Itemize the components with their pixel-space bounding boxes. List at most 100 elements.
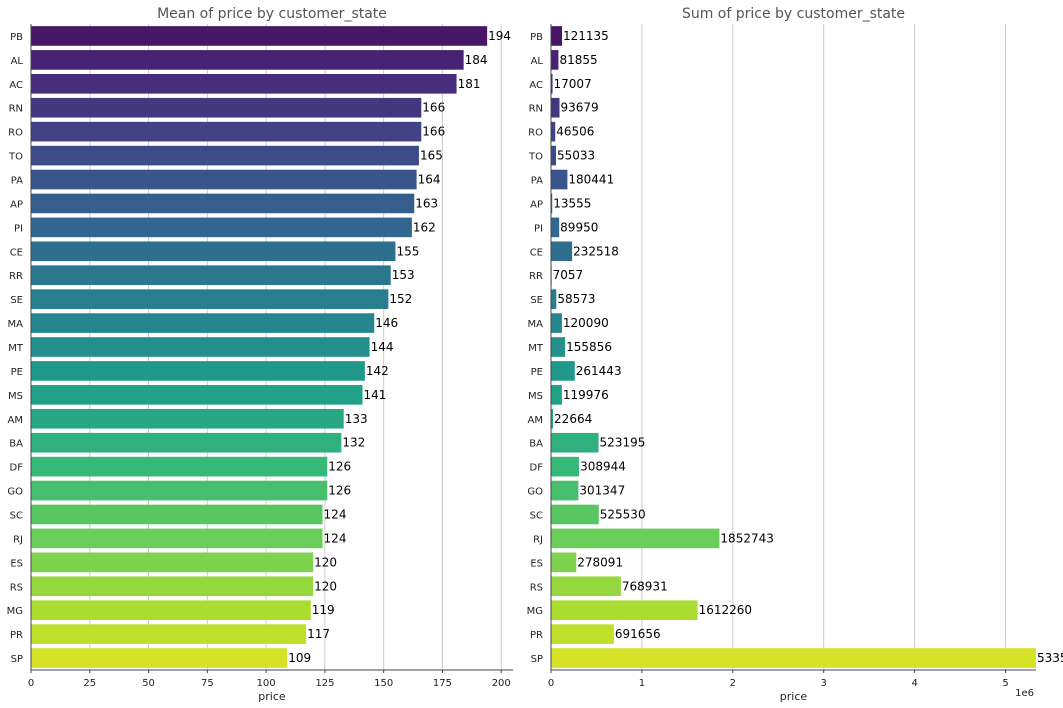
sum-price-category-tick: PI xyxy=(534,223,543,234)
mean-price-bar-pe xyxy=(31,361,365,381)
sum-price-value-label: 5335111 xyxy=(1037,651,1063,665)
sum-price-bar-pa xyxy=(551,169,568,190)
sum-price-category-tick: SP xyxy=(531,654,543,665)
sum-price-x-tick-label: 1 xyxy=(639,678,645,689)
sum-price-value-label: 308944 xyxy=(580,460,626,474)
sum-price-bar-mt xyxy=(551,337,566,357)
sum-price-value-label: 1852743 xyxy=(720,531,773,545)
sum-price-x-tick-label: 4 xyxy=(911,678,917,689)
mean-price-category-tick: SE xyxy=(10,295,23,306)
sum-price-category-tick: RR xyxy=(529,271,543,282)
sum-price-category-tick: TO xyxy=(528,152,543,163)
mean-price-bar-es xyxy=(31,552,314,573)
sum-price-bar-es xyxy=(551,552,577,573)
sum-price-category-tick: SE xyxy=(530,295,543,306)
mean-price-category-tick: PB xyxy=(10,32,23,43)
mean-price-bar-rs xyxy=(31,576,314,597)
sum-price-category-tick: ES xyxy=(530,558,543,569)
mean-price-x-tick-label: 150 xyxy=(374,678,393,689)
mean-price-category-tick: RN xyxy=(9,104,23,115)
mean-price-category-tick: MA xyxy=(8,319,24,330)
sum-price-category-tick: MG xyxy=(527,606,543,617)
mean-price-value-label: 166 xyxy=(422,125,445,139)
sum-price-value-label: 155856 xyxy=(566,340,612,354)
sum-price-bar-ro xyxy=(551,121,556,142)
mean-price-value-label: 166 xyxy=(422,101,445,115)
sum-price-value-label: 81855 xyxy=(559,53,597,67)
sum-price-value-label: 55033 xyxy=(557,149,595,163)
mean-price-category-tick: RO xyxy=(8,128,23,139)
mean-price-category-tick: PA xyxy=(11,176,23,187)
sum-price-value-label: 232518 xyxy=(573,244,619,258)
mean-price-category-tick: BA xyxy=(9,439,23,450)
sum-price-value-label: 17007 xyxy=(554,77,592,91)
sum-price-value-label: 278091 xyxy=(577,555,623,569)
mean-price-value-label: 120 xyxy=(314,555,337,569)
sum-price-category-tick: PB xyxy=(530,32,543,43)
sum-price-value-label: 121135 xyxy=(563,29,609,43)
mean-price-category-tick: AP xyxy=(10,199,23,210)
sum-price-category-tick: DF xyxy=(530,463,544,474)
mean-price-value-label: 152 xyxy=(389,292,412,306)
mean-price-bar-ro xyxy=(31,121,422,142)
sum-price-bar-ms xyxy=(551,385,562,405)
sum-price-value-label: 46506 xyxy=(556,125,594,139)
mean-price-panel: 194 PB 184 AL 181 AC 166 RN 166 RO 165 TO 164 PA 163 AP… xyxy=(7,6,513,703)
mean-price-value-label: 146 xyxy=(375,316,398,330)
sum-price-value-label: 691656 xyxy=(615,627,661,641)
mean-price-value-label: 142 xyxy=(366,364,389,378)
mean-price-value-label: 124 xyxy=(324,507,347,521)
sum-price-category-tick: RJ xyxy=(533,534,543,545)
mean-price-value-label: 165 xyxy=(420,149,443,163)
mean-price-value-label: 109 xyxy=(288,651,311,665)
mean-price-bar-go xyxy=(31,480,328,501)
mean-price-category-tick: ES xyxy=(10,558,23,569)
mean-price-category-tick: SP xyxy=(11,654,23,665)
mean-price-category-tick: CE xyxy=(10,247,23,258)
sum-price-bar-pe xyxy=(551,361,575,381)
mean-price-category-tick: DF xyxy=(10,463,24,474)
sum-price-value-label: 768931 xyxy=(622,579,668,593)
sum-price-category-tick: PR xyxy=(530,630,543,641)
mean-price-bar-rn xyxy=(31,97,422,118)
sum-price-bar-ce xyxy=(551,241,573,262)
mean-price-bar-ma xyxy=(31,313,375,333)
mean-price-value-label: 194 xyxy=(488,29,511,43)
sum-price-x-tick-label: 3 xyxy=(821,678,827,689)
sum-price-panel: 121135 PB 81855 AL 17007 AC 93679 RN 46506 RO 5503… xyxy=(527,6,1063,703)
sum-price-value-label: 13555 xyxy=(553,196,591,210)
sum-price-x-tick-label: 5 xyxy=(1002,678,1008,689)
sum-price-bar-rj xyxy=(551,528,720,549)
sum-price-bar-sc xyxy=(551,504,599,525)
mean-price-value-label: 184 xyxy=(465,53,488,67)
sum-price-value-label: 523195 xyxy=(600,436,646,450)
mean-price-category-tick: RJ xyxy=(13,534,23,545)
mean-price-x-tick-label: 25 xyxy=(83,678,96,689)
mean-price-value-label: 126 xyxy=(328,484,351,498)
sum-price-category-tick: AC xyxy=(529,80,543,91)
mean-price-bar-ac xyxy=(31,74,457,94)
mean-price-category-tick: MS xyxy=(8,391,23,402)
sum-price-value-label: 120090 xyxy=(563,316,609,330)
sum-price-bar-al xyxy=(551,50,559,70)
mean-price-category-tick: GO xyxy=(7,487,23,498)
mean-price-category-tick: PE xyxy=(11,367,23,378)
sum-price-value-label: 93679 xyxy=(561,101,599,115)
sum-price-value-label: 89950 xyxy=(560,220,598,234)
sum-price-category-tick: CE xyxy=(530,247,543,258)
mean-price-bar-se xyxy=(31,289,389,309)
mean-price-value-label: 153 xyxy=(392,268,415,282)
mean-price-value-label: 144 xyxy=(371,340,394,354)
sum-price-category-tick: GO xyxy=(527,487,543,498)
sum-price-x-axis-label: price xyxy=(780,690,808,703)
mean-price-bar-df xyxy=(31,456,328,477)
mean-price-bar-to xyxy=(31,145,419,166)
mean-price-value-label: 120 xyxy=(314,579,337,593)
sum-price-category-tick: MT xyxy=(528,343,544,354)
sum-price-bar-df xyxy=(551,456,580,477)
mean-price-value-label: 132 xyxy=(342,436,365,450)
sum-price-value-label: 1612260 xyxy=(699,603,752,617)
mean-price-bar-ba xyxy=(31,432,342,453)
mean-price-category-tick: RS xyxy=(10,582,23,593)
